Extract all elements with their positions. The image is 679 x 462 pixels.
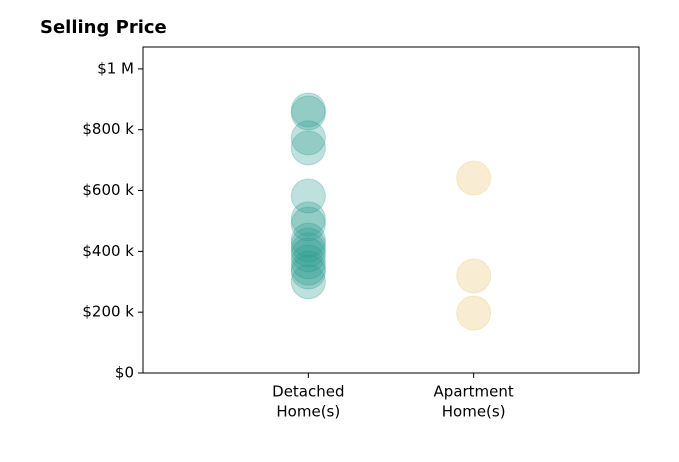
point <box>290 178 326 214</box>
y-tick-label: $1 M <box>97 59 134 77</box>
y-tick-label: $200 k <box>82 303 134 321</box>
point <box>290 264 326 300</box>
point <box>456 160 492 196</box>
point <box>290 222 326 258</box>
point <box>290 120 326 156</box>
point <box>290 201 326 237</box>
plot-frame <box>142 46 640 374</box>
y-tick-label: $0 <box>115 364 134 382</box>
point <box>290 237 326 273</box>
point <box>290 227 326 263</box>
x-tick-label: Detached <box>272 383 344 401</box>
x-tick-label: Home(s) <box>276 403 340 421</box>
x-tick-label: Home(s) <box>442 403 506 421</box>
point <box>290 130 326 166</box>
point <box>290 254 326 290</box>
x-tick-label: Apartment <box>434 383 514 401</box>
point <box>290 250 326 286</box>
point <box>290 206 326 242</box>
chart-title: Selling Price <box>40 17 167 38</box>
point <box>290 95 326 131</box>
y-tick-label: $600 k <box>82 181 134 199</box>
y-tick-label: $400 k <box>82 242 134 260</box>
point <box>456 295 492 331</box>
point <box>290 232 326 268</box>
point <box>290 92 326 128</box>
point <box>290 244 326 280</box>
point <box>456 258 492 294</box>
y-tick-label: $800 k <box>82 120 134 138</box>
